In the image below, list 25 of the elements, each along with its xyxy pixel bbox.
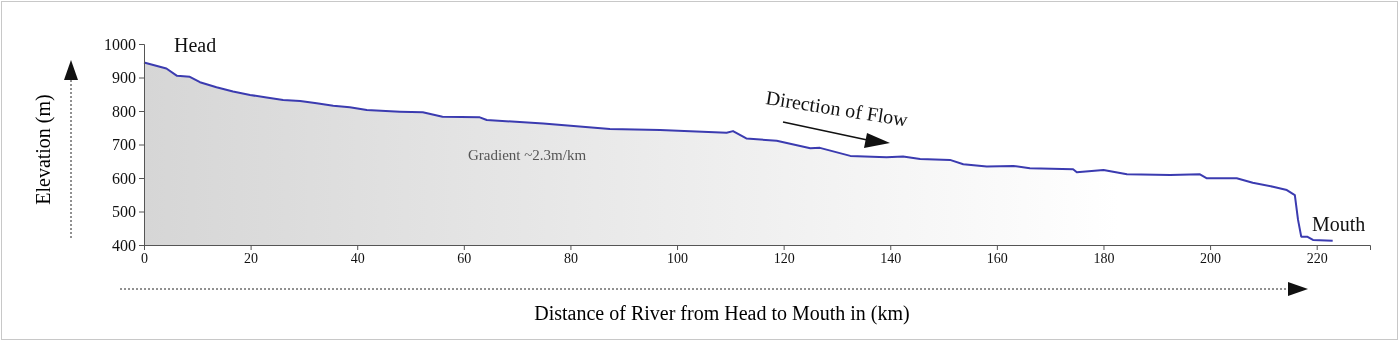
x-tick-label: 120 [773, 250, 795, 266]
x-axis-title: Distance of River from Head to Mouth in (km) [534, 302, 910, 325]
y-axis-title: Elevation (m) [32, 94, 55, 205]
y-tick-label: 900 [112, 69, 136, 87]
annotation: Mouth [1312, 213, 1366, 235]
y-tick-label: 700 [112, 136, 136, 154]
x-tick-label: 40 [350, 250, 365, 266]
annotation: Direction of Flow [764, 86, 910, 131]
x-tick-label: 160 [986, 250, 1008, 266]
x-tick-label: 180 [1093, 250, 1115, 266]
y-tick-label: 600 [112, 169, 136, 187]
annotation: Gradient ~2.3m/km [468, 147, 587, 163]
annotation: Head [174, 34, 217, 56]
x-tick-label: 140 [880, 250, 902, 266]
y-tick-label: 800 [112, 102, 136, 120]
x-tick-label: 200 [1200, 250, 1222, 266]
y-tick-label: 1000 [104, 35, 136, 53]
x-tick-label: 100 [667, 250, 689, 266]
x-tick-label: 60 [457, 250, 472, 266]
x-tick-label: 20 [244, 250, 259, 266]
y-tick-label: 400 [112, 236, 136, 254]
x-tick-label: 0 [141, 250, 148, 266]
y-tick-label: 500 [112, 203, 136, 221]
x-tick-label: 80 [563, 250, 578, 266]
x-tick-label: 220 [1306, 250, 1328, 266]
